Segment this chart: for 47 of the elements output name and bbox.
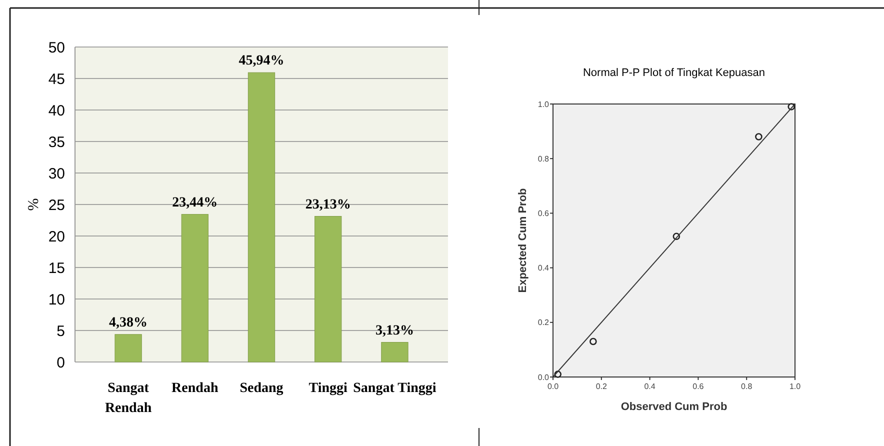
x-tick-label: Tinggi	[308, 381, 348, 396]
point	[788, 103, 796, 110]
y-tick-label: 5	[56, 322, 65, 340]
data-label: 4,38%	[109, 315, 148, 330]
y-tick-label: 1.0	[538, 100, 550, 109]
data-label: 23,13%	[305, 197, 351, 212]
y-tick-label: 25	[48, 196, 65, 214]
y-tick-label: 10	[48, 291, 65, 308]
data-label: 23,44%	[172, 195, 218, 210]
x-tick-label: 0.6	[692, 382, 704, 391]
y-tick-label: 50	[48, 39, 65, 56]
data-label: 3,13%	[375, 323, 414, 338]
y-tick-label: 20	[48, 228, 65, 246]
y-tick-label: 0.6	[538, 209, 550, 218]
point	[672, 232, 680, 240]
y-tick-label: 0	[56, 354, 65, 372]
point	[755, 133, 762, 140]
bar	[181, 214, 208, 362]
bar	[381, 342, 408, 362]
x-tick-label: 0.2	[596, 382, 608, 391]
bar	[314, 216, 342, 362]
x-tick-label: Sedang	[240, 381, 284, 396]
y-tick-label: 30	[48, 165, 65, 182]
x-tick-label: 0.0	[547, 382, 560, 391]
x-axis-title: Observed Cum Prob	[620, 401, 728, 413]
x-tick-label: Rendah	[172, 381, 218, 396]
bar	[248, 72, 276, 362]
y-tick-label: 0.2	[538, 318, 550, 328]
y-tick-label: 35	[48, 134, 65, 151]
data-label: 45,94%	[238, 54, 284, 69]
y-tick-label: 45	[48, 70, 65, 88]
x-tick-label: Sangat Rendah	[104, 381, 152, 416]
point	[590, 338, 597, 346]
y-tick-label: 0.8	[538, 154, 550, 164]
y-axis-title: Expected Cum Prob	[517, 188, 529, 293]
x-tick-label: 1.0	[789, 382, 802, 391]
x-tick-label: 0.8	[741, 382, 753, 391]
bar	[114, 334, 142, 362]
x-tick-label: 0.4	[644, 382, 656, 391]
y-tick-label: 0.4	[538, 264, 550, 273]
chart-title: Normal P-P Plot of Tingkat Kepuasan	[582, 67, 766, 79]
y-axis-title: %	[26, 198, 42, 211]
y-tick-label: 15	[48, 260, 65, 277]
x-tick-label: Sangat Tinggi	[353, 381, 436, 396]
y-tick-label: 0.0	[538, 372, 550, 382]
y-tick-label: 40	[48, 102, 65, 120]
point	[554, 370, 562, 378]
